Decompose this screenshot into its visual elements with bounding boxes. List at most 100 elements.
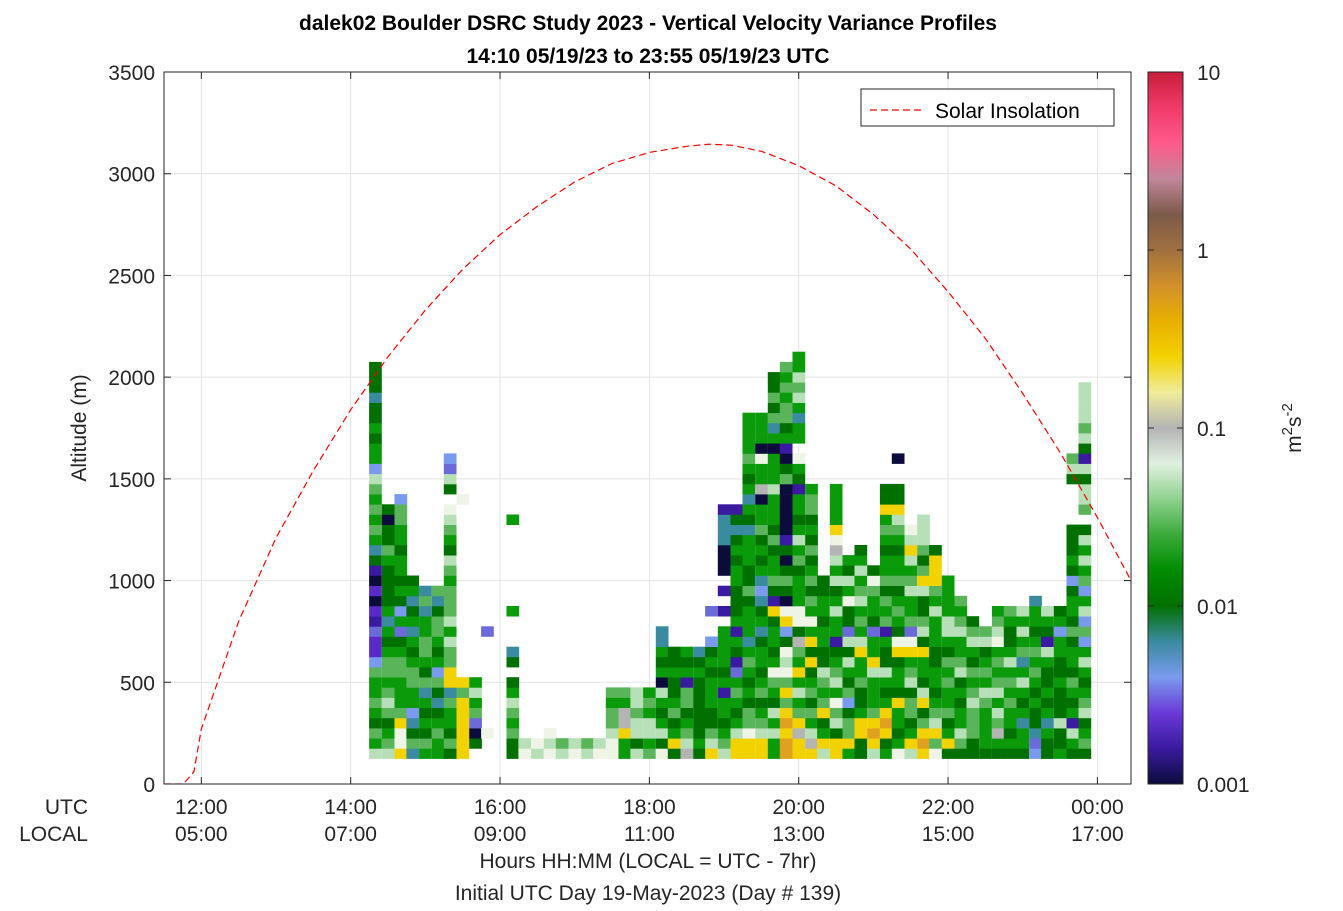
heatmap-cell (854, 616, 868, 627)
heatmap-cell (730, 636, 744, 647)
heatmap-cell (842, 728, 856, 739)
heatmap-cell (630, 707, 644, 719)
heatmap-cell (842, 595, 856, 607)
heatmap-cell (1078, 504, 1092, 515)
heatmap-cell (867, 595, 880, 607)
heatmap-cell (742, 545, 756, 556)
heatmap-cell (742, 534, 756, 546)
heatmap-cell (369, 372, 382, 383)
heatmap-cell (568, 748, 582, 759)
heatmap-cell (891, 524, 905, 536)
heatmap-cell (605, 707, 619, 719)
heatmap-cell (655, 728, 669, 739)
heatmap-cell (1078, 443, 1092, 454)
heatmap-cell (792, 748, 806, 759)
heatmap-cell (730, 697, 744, 708)
heatmap-cell (369, 392, 382, 403)
heatmap-cell (891, 595, 905, 607)
heatmap-cell (941, 606, 955, 617)
heatmap-cell (842, 707, 856, 719)
heatmap-cell (879, 616, 893, 627)
heatmap-cell (431, 606, 445, 617)
heatmap-cell (779, 667, 793, 678)
heatmap-cell (755, 473, 768, 485)
heatmap-cell (406, 728, 420, 739)
heatmap-cell (917, 585, 930, 597)
heatmap-cell (792, 636, 806, 647)
heatmap-cell (555, 748, 569, 759)
heatmap-cell (1053, 748, 1067, 759)
heatmap-cell (954, 646, 968, 658)
heatmap-cell (867, 738, 880, 749)
y-tick-label: 3500 (108, 62, 155, 85)
heatmap-cell (805, 616, 818, 627)
heatmap-cell (779, 555, 793, 566)
heatmap-cell (755, 545, 768, 556)
heatmap-cell (805, 514, 818, 525)
heatmap-cell (1016, 606, 1030, 617)
heatmap-cell (742, 585, 756, 597)
heatmap-cell (829, 494, 843, 505)
heatmap-cell (779, 738, 793, 749)
heatmap-cell (929, 656, 942, 668)
heatmap-cell (742, 555, 756, 566)
heatmap-cell (779, 606, 793, 617)
heatmap-cell (680, 738, 694, 749)
heatmap-cell (792, 412, 806, 424)
heatmap-cell (941, 616, 955, 627)
heatmap-cell (879, 565, 893, 576)
heatmap-cell (1066, 555, 1080, 566)
heatmap-cell (381, 707, 395, 719)
heatmap-cell (469, 687, 482, 698)
heatmap-cell (792, 606, 806, 617)
heatmap-cell (979, 667, 992, 678)
heatmap-cell (779, 504, 793, 515)
heatmap-cell (705, 687, 718, 698)
heatmap-cell (381, 656, 395, 668)
heatmap-cell (917, 738, 930, 749)
heatmap-cell (443, 697, 457, 708)
heatmap-cell (1003, 717, 1017, 729)
heatmap-cell (891, 728, 905, 739)
heatmap-cell (966, 616, 980, 627)
heatmap-cell (469, 707, 482, 719)
heatmap-cell (842, 687, 856, 698)
heatmap-cell (929, 707, 942, 719)
heatmap-cell (1078, 667, 1092, 678)
heatmap-cell (842, 575, 856, 586)
heatmap-cell (643, 697, 656, 708)
heatmap-cell (369, 595, 382, 607)
heatmap-cell (419, 748, 432, 759)
heatmap-cell (742, 524, 756, 536)
heatmap-cell (829, 646, 843, 658)
heatmap-cell (991, 717, 1005, 729)
heatmap-cell (966, 748, 980, 759)
heatmap-cell (891, 646, 905, 658)
heatmap-cell (1066, 728, 1080, 739)
heatmap-cell (1078, 616, 1092, 627)
heatmap-cell (805, 728, 818, 739)
heatmap-cell (891, 616, 905, 627)
heatmap-cell (730, 616, 744, 627)
heatmap-cell (991, 656, 1005, 668)
heatmap-cell (1078, 656, 1092, 668)
heatmap-cell (717, 636, 731, 647)
heatmap-cell (917, 545, 930, 556)
heatmap-cell (1016, 728, 1030, 739)
heatmap-cell (394, 687, 408, 698)
heatmap-cell (456, 728, 470, 739)
heatmap-cell (443, 514, 457, 525)
x-tick-label-local: 17:00 (1071, 823, 1124, 846)
heatmap-cell (854, 748, 868, 759)
heatmap-cell (891, 707, 905, 719)
heatmap-cell (1078, 555, 1092, 566)
heatmap-cell (879, 514, 893, 525)
heatmap-cell (742, 514, 756, 525)
heatmap-cell (904, 697, 918, 708)
heatmap-cell (1053, 707, 1067, 719)
heatmap-cell (705, 606, 718, 617)
heatmap-cell (929, 565, 942, 576)
heatmap-cell (655, 697, 669, 708)
heatmap-cell (394, 717, 408, 729)
heatmap-cell (966, 707, 980, 719)
